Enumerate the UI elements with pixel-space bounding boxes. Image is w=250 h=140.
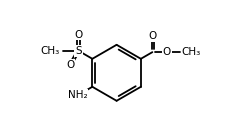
- Text: O: O: [66, 60, 74, 70]
- Text: O: O: [149, 31, 157, 41]
- Text: CH₃: CH₃: [40, 46, 60, 56]
- Text: NH₂: NH₂: [68, 90, 87, 100]
- Text: O: O: [74, 30, 82, 40]
- Text: CH₃: CH₃: [181, 47, 200, 57]
- Text: S: S: [75, 46, 82, 56]
- Text: O: O: [163, 47, 171, 57]
